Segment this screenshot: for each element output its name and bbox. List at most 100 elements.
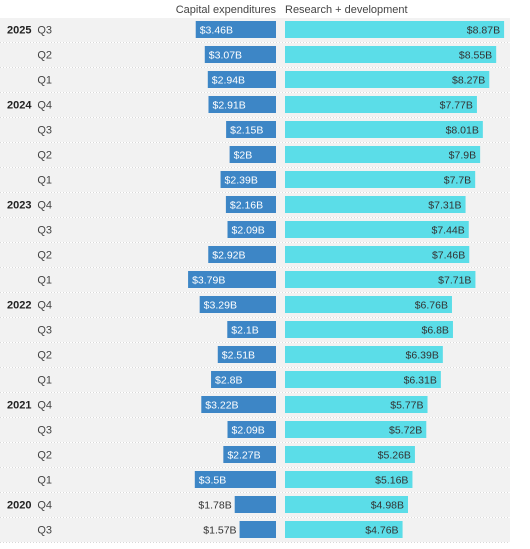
quarter-label: Q3 bbox=[37, 225, 52, 237]
capex-value-label: $1.57B bbox=[203, 525, 236, 537]
chart-row: Q1 $3.5B $5.16B bbox=[0, 468, 510, 493]
rnd-value-label: $7.44B bbox=[431, 225, 464, 237]
rnd-value-label: $5.72B bbox=[389, 425, 422, 437]
quarter-label: Q4 bbox=[37, 200, 52, 212]
chart-row: 2020 Q4 $1.78B $4.98B bbox=[0, 493, 510, 518]
chart-row: 2024 Q4 $2.91B $7.77B bbox=[0, 93, 510, 118]
quarter-label: Q1 bbox=[37, 75, 52, 87]
quarter-label: Q2 bbox=[37, 250, 52, 262]
rnd-bar bbox=[285, 471, 413, 488]
rnd-bar bbox=[285, 71, 490, 88]
rnd-value-label: $5.77B bbox=[390, 400, 423, 412]
rnd-bar bbox=[285, 96, 477, 113]
rnd-value-label: $7.46B bbox=[432, 250, 465, 262]
chart-row: 2023 Q4 $2.16B $7.31B bbox=[0, 193, 510, 218]
capex-bar bbox=[201, 396, 276, 413]
capex-bar bbox=[239, 521, 276, 538]
capex-value-label: $3.46B bbox=[200, 25, 233, 37]
rnd-value-label: $7.71B bbox=[438, 275, 471, 287]
capex-value-label: $3.79B bbox=[192, 275, 225, 287]
quarter-label: Q1 bbox=[37, 475, 52, 487]
year-label: 2025 bbox=[7, 25, 31, 37]
rnd-column-header: Research + development bbox=[285, 4, 408, 16]
chart-rows: 2025 Q3 $3.46B $8.87B Q2 $3.07B $8.55B Q1 $2.94B… bbox=[0, 18, 510, 543]
capex-bar bbox=[227, 421, 276, 438]
capex-bar bbox=[223, 446, 276, 463]
capex-value-label: $2.09B bbox=[232, 225, 265, 237]
rnd-bar bbox=[285, 321, 453, 338]
capex-bar bbox=[204, 46, 276, 63]
chart-row: 2022 Q4 $3.29B $6.76B bbox=[0, 293, 510, 318]
quarter-label: Q2 bbox=[37, 450, 52, 462]
capex-bar bbox=[188, 271, 276, 288]
capex-value-label: $3.29B bbox=[204, 300, 237, 312]
capex-value-label: $1.78B bbox=[198, 500, 231, 512]
chart-row: Q2 $2B $7.9B bbox=[0, 143, 510, 168]
quarter-label: Q4 bbox=[37, 300, 52, 312]
capex-bar bbox=[211, 371, 276, 388]
capex-bar bbox=[195, 21, 276, 38]
chart-row: Q3 $1.57B $4.76B bbox=[0, 518, 510, 543]
quarter-label: Q4 bbox=[37, 100, 52, 112]
rnd-value-label: $5.16B bbox=[375, 475, 408, 487]
rnd-value-label: $4.98B bbox=[371, 500, 404, 512]
chart-row: Q1 $2.94B $8.27B bbox=[0, 68, 510, 93]
capex-bar bbox=[207, 71, 276, 88]
rnd-value-label: $6.8B bbox=[422, 325, 449, 337]
capex-value-label: $3.22B bbox=[205, 400, 238, 412]
capex-bar bbox=[227, 221, 276, 238]
capex-value-label: $2.8B bbox=[215, 375, 242, 387]
quarter-label: Q2 bbox=[37, 50, 52, 62]
capex-value-label: $3.5B bbox=[199, 475, 226, 487]
capex-value-label: $2.1B bbox=[231, 325, 258, 337]
rnd-bar bbox=[285, 271, 476, 288]
chart-row: 2025 Q3 $3.46B $8.87B bbox=[0, 18, 510, 43]
chart-row: Q2 $2.27B $5.26B bbox=[0, 443, 510, 468]
rnd-value-label: $8.87B bbox=[467, 25, 500, 37]
quarter-label: Q2 bbox=[37, 350, 52, 362]
year-label: 2022 bbox=[7, 300, 31, 312]
quarter-label: Q3 bbox=[37, 425, 52, 437]
rnd-value-label: $7.9B bbox=[449, 150, 476, 162]
quarter-label: Q2 bbox=[37, 150, 52, 162]
rnd-value-label: $7.31B bbox=[428, 200, 461, 212]
capex-value-label: $2.27B bbox=[227, 450, 260, 462]
quarter-label: Q4 bbox=[37, 400, 52, 412]
rnd-bar bbox=[285, 496, 409, 513]
chart-row: Q2 $2.51B $6.39B bbox=[0, 343, 510, 368]
chart-row: Q1 $3.79B $7.71B bbox=[0, 268, 510, 293]
rnd-bar bbox=[285, 296, 452, 313]
chart-row: Q2 $3.07B $8.55B bbox=[0, 43, 510, 68]
rnd-bar bbox=[285, 521, 403, 538]
capex-bar bbox=[208, 96, 276, 113]
chart-row: Q3 $2.1B $6.8B bbox=[0, 318, 510, 343]
capex-bar bbox=[227, 321, 276, 338]
rnd-bar bbox=[285, 146, 481, 163]
rnd-bar bbox=[285, 346, 443, 363]
capex-column-header: Capital expenditures bbox=[176, 4, 277, 16]
rnd-value-label: $7.77B bbox=[440, 100, 473, 112]
rnd-value-label: $8.01B bbox=[446, 125, 479, 137]
quarter-label: Q3 bbox=[37, 125, 52, 137]
capex-bar bbox=[226, 121, 276, 138]
chart-row: 2021 Q4 $3.22B $5.77B bbox=[0, 393, 510, 418]
rnd-bar bbox=[285, 371, 441, 388]
capex-value-label: $2.94B bbox=[212, 75, 245, 87]
quarter-label: Q3 bbox=[37, 25, 52, 37]
rnd-value-label: $4.76B bbox=[365, 525, 398, 537]
chart-row: Q2 $2.92B $7.46B bbox=[0, 243, 510, 268]
chart-row: Q3 $2.09B $5.72B bbox=[0, 418, 510, 443]
rnd-value-label: $6.76B bbox=[415, 300, 448, 312]
rnd-bar bbox=[285, 121, 483, 138]
capex-bar bbox=[199, 296, 276, 313]
chart-row: Q1 $2.8B $6.31B bbox=[0, 368, 510, 393]
rnd-bar bbox=[285, 196, 466, 213]
quarter-label: Q4 bbox=[37, 500, 52, 512]
capex-bar bbox=[234, 496, 276, 513]
chart-row: Q3 $2.09B $7.44B bbox=[0, 218, 510, 243]
rnd-bar bbox=[285, 446, 415, 463]
quarter-label: Q3 bbox=[37, 325, 52, 337]
capex-value-label: $2.09B bbox=[232, 425, 265, 437]
rnd-value-label: $7.7B bbox=[444, 175, 471, 187]
